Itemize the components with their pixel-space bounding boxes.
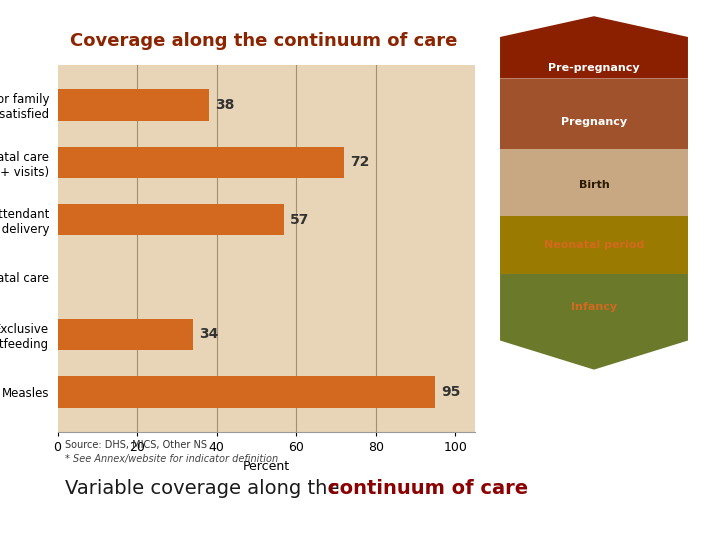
Text: Coverage along the continuum of care: Coverage along the continuum of care — [70, 31, 457, 50]
Bar — [58, 319, 193, 350]
Text: 38: 38 — [215, 98, 234, 112]
Text: Neonatal period: Neonatal period — [544, 240, 644, 250]
Text: Pre-pregnancy: Pre-pregnancy — [548, 63, 640, 73]
Polygon shape — [500, 274, 688, 369]
Text: 95: 95 — [441, 385, 461, 399]
Bar — [58, 89, 209, 121]
Text: Variable coverage along the: Variable coverage along the — [65, 479, 346, 498]
Text: 57: 57 — [290, 213, 310, 227]
X-axis label: Percent: Percent — [243, 460, 290, 472]
Text: continuum of care: continuum of care — [328, 479, 528, 498]
Polygon shape — [500, 79, 688, 149]
Bar — [58, 146, 344, 178]
Text: 72: 72 — [350, 156, 369, 170]
Text: * See Annex/website for indicator definition: * See Annex/website for indicator defini… — [65, 454, 278, 464]
Bar — [58, 204, 284, 235]
Text: Infancy: Infancy — [571, 302, 617, 312]
Polygon shape — [500, 16, 688, 79]
Text: 34: 34 — [199, 327, 218, 341]
Text: Pregnancy: Pregnancy — [561, 117, 627, 127]
Polygon shape — [500, 216, 688, 274]
Bar — [58, 376, 436, 408]
Text: Birth: Birth — [579, 180, 609, 190]
Text: Source: DHS, MICS, Other NS: Source: DHS, MICS, Other NS — [65, 440, 207, 450]
Polygon shape — [500, 149, 688, 216]
